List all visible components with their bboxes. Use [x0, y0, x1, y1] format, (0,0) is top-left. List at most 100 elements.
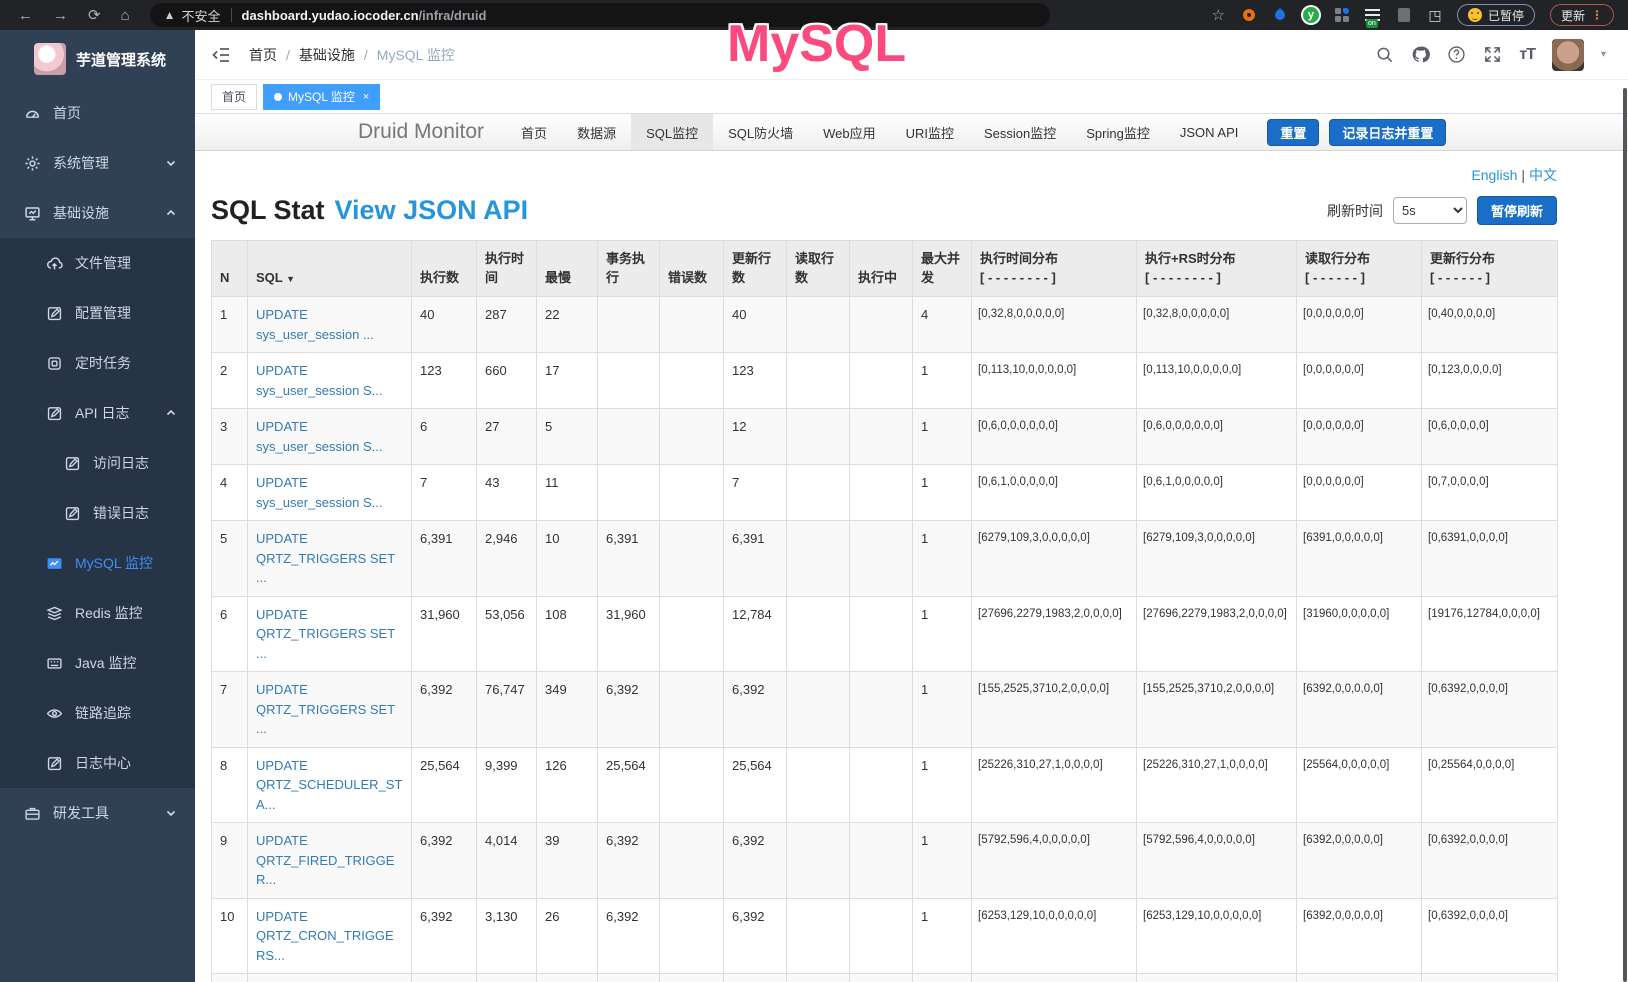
- druid-brand: Druid Monitor: [358, 120, 485, 143]
- sql-link[interactable]: UPDATE QRTZ_TRIGGERS SET ...: [256, 682, 395, 736]
- cell: 9: [211, 822, 248, 899]
- cell: [25226,310,27,1,0,0,0,0]: [971, 746, 1137, 823]
- chevron-down-icon[interactable]: ▾: [1600, 49, 1606, 60]
- tag-tab-mysql-监控[interactable]: MySQL 监控 ×: [263, 83, 381, 110]
- sql-link[interactable]: UPDATE QRTZ_TRIGGERS SET ...: [256, 531, 395, 585]
- sidebar-item-错误日志[interactable]: 错误日志: [0, 488, 195, 538]
- cell: [786, 464, 850, 521]
- sidebar-item-研发工具[interactable]: 研发工具: [0, 788, 195, 838]
- page-title: SQL Stat: [211, 195, 325, 225]
- help-icon[interactable]: [1447, 45, 1466, 64]
- sidebar-item-访问日志[interactable]: 访问日志: [0, 438, 195, 488]
- druid-menu-web应用[interactable]: Web应用: [823, 125, 876, 141]
- druid-menu-uri监控[interactable]: URI监控: [905, 125, 954, 141]
- update-badge[interactable]: 更新 ⋮: [1549, 4, 1614, 26]
- cell: [25226,310,27,1,0,0,0,0]: [1136, 746, 1297, 823]
- sql-link[interactable]: UPDATE QRTZ_FIRED_TRIGGER...: [256, 833, 395, 887]
- fullscreen-icon[interactable]: [1483, 45, 1502, 64]
- sidebar-item-首页[interactable]: 首页: [0, 88, 195, 138]
- cell: 108: [536, 595, 598, 672]
- column-header[interactable]: SQL ▼: [247, 240, 412, 297]
- sidebar-item-链路追踪[interactable]: 链路追踪: [0, 688, 195, 738]
- druid-navbar: Druid Monitor 首页 数据源 SQL监控 SQL防火墙 Web应用 URI监控…: [195, 114, 1628, 151]
- reload-icon[interactable]: ⟳: [88, 7, 101, 24]
- github-icon[interactable]: [1411, 45, 1431, 64]
- grey-extension-icon[interactable]: [1395, 6, 1413, 24]
- sql-link[interactable]: UPDATE sys_user_session S...: [256, 363, 383, 398]
- hamburger-icon[interactable]: [211, 45, 231, 65]
- close-icon[interactable]: ×: [362, 90, 370, 103]
- sidebar-item-mysql-监控[interactable]: MySQL 监控: [0, 538, 195, 588]
- redis-layers-icon: [46, 605, 63, 622]
- sql-link[interactable]: UPDATE sys_user_session S...: [256, 419, 383, 454]
- sidebar-item-redis-监控[interactable]: Redis 监控: [0, 588, 195, 638]
- refresh-interval-select[interactable]: 5s: [1392, 197, 1467, 224]
- cell: [786, 973, 850, 982]
- cell: [659, 671, 724, 748]
- sort-desc-icon: ▼: [286, 274, 296, 285]
- search-icon[interactable]: [1375, 45, 1394, 64]
- sidebar-menu: 首页 系统管理 基础设施 文件管理 配置管理 定时任务 API 日志 访问日志 错误日志 MySQ…: [0, 88, 195, 838]
- sql-link[interactable]: UPDATE QRTZ_CRON_TRIGGERS...: [256, 908, 394, 963]
- cell: 1: [912, 464, 972, 521]
- sidebar-item-定时任务[interactable]: 定时任务: [0, 338, 195, 388]
- sidebar-item-基础设施[interactable]: 基础设施: [0, 188, 195, 238]
- tag-tab-首页[interactable]: 首页: [211, 83, 258, 110]
- druid-menu-数据源[interactable]: 数据源: [577, 125, 617, 141]
- url-bar[interactable]: ▲ 不安全 dashboard.yudao.iocoder.cn /infra/…: [149, 3, 1050, 27]
- grid-extension-icon[interactable]: [1333, 6, 1351, 24]
- blue-drop-extension-icon[interactable]: [1271, 6, 1289, 24]
- sql-link[interactable]: UPDATE QRTZ_SCHEDULER_STA...: [256, 757, 403, 812]
- sidebar-item-日志中心[interactable]: 日志中心: [0, 738, 195, 788]
- table-row: 9 UPDATE QRTZ_FIRED_TRIGGER... 6,392 4,014 3…: [211, 822, 1558, 899]
- sidebar-item-配置管理[interactable]: 配置管理: [0, 288, 195, 338]
- sql-cell: UPDATE QRTZ_CRON_TRIGGERS...: [247, 897, 412, 974]
- sidebar-item-api-日志[interactable]: API 日志: [0, 388, 195, 438]
- font-size-icon[interactable]: тT: [1519, 45, 1536, 63]
- druid-menu-json-api[interactable]: JSON API: [1179, 124, 1239, 140]
- orange-ring-extension-icon[interactable]: [1240, 6, 1258, 24]
- sidebar-item-java-监控[interactable]: Java 监控: [0, 638, 195, 688]
- home-icon[interactable]: ⌂: [120, 6, 130, 24]
- puzzle-extensions-icon[interactable]: ◳: [1428, 6, 1442, 23]
- lang-chinese-link[interactable]: 中文: [1529, 167, 1557, 183]
- table-row: 7 UPDATE QRTZ_TRIGGERS SET ... 6,392 76,747…: [211, 671, 1558, 748]
- breadcrumb-item[interactable]: 基础设施: [298, 46, 355, 63]
- page-scrollbar[interactable]: [1623, 88, 1627, 982]
- druid-menu-sql监控[interactable]: SQL监控: [631, 114, 714, 150]
- druid-menu-首页[interactable]: 首页: [521, 125, 548, 141]
- cell: 6,391: [411, 520, 477, 597]
- sql-link[interactable]: UPDATE sys_user_session S...: [256, 475, 383, 510]
- reset-button[interactable]: 重置: [1267, 118, 1320, 146]
- cell: 25,564: [597, 746, 660, 823]
- cell: 1: [912, 897, 972, 974]
- druid-menu-sql防火墙[interactable]: SQL防火墙: [728, 125, 794, 141]
- trace-eye-icon: [46, 705, 63, 722]
- column-header: 更新行分布[ - - - - - - ]: [1421, 240, 1558, 297]
- druid-menu-spring监控[interactable]: Spring监控: [1086, 125, 1150, 141]
- pause-refresh-button[interactable]: 暂停刷新: [1476, 196, 1557, 225]
- cell: [0,6,0,0,0,0]: [1421, 408, 1558, 465]
- sql-link[interactable]: UPDATE QRTZ_TRIGGERS SET ...: [256, 606, 395, 661]
- view-json-api-link[interactable]: View JSON API: [334, 195, 529, 225]
- bookmark-star-icon[interactable]: ☆: [1211, 7, 1225, 24]
- sidebar-logo[interactable]: 芋道管理系统: [0, 30, 195, 88]
- sidebar: 芋道管理系统 首页 系统管理 基础设施 文件管理 配置管理 定时任务 API 日志 访问日志错…: [0, 30, 195, 982]
- back-icon[interactable]: ←: [18, 6, 33, 24]
- druid-menu-session监控[interactable]: Session监控: [984, 125, 1057, 141]
- lang-english-link[interactable]: English: [1471, 167, 1518, 183]
- cell: [0,5796,596,0,0,0,0,0]: [971, 973, 1137, 982]
- user-avatar[interactable]: [1551, 38, 1584, 71]
- list-on-extension-icon[interactable]: on: [1364, 6, 1382, 28]
- breadcrumb-item[interactable]: 首页: [249, 46, 277, 63]
- cell: 76,747: [476, 671, 537, 748]
- top-navbar: 首页 / 基础设施 / MySQL 监控 тT ▾: [195, 30, 1628, 80]
- green-y-extension-icon[interactable]: y: [1302, 6, 1320, 24]
- cell: [849, 973, 913, 982]
- sql-link[interactable]: UPDATE sys_user_session ...: [256, 307, 374, 342]
- sidebar-item-文件管理[interactable]: 文件管理: [0, 238, 195, 288]
- log-and-reset-button[interactable]: 记录日志并重置: [1329, 118, 1447, 146]
- paused-badge[interactable]: 已暂停: [1456, 4, 1535, 26]
- forward-icon[interactable]: →: [53, 6, 68, 24]
- sidebar-item-系统管理[interactable]: 系统管理: [0, 138, 195, 188]
